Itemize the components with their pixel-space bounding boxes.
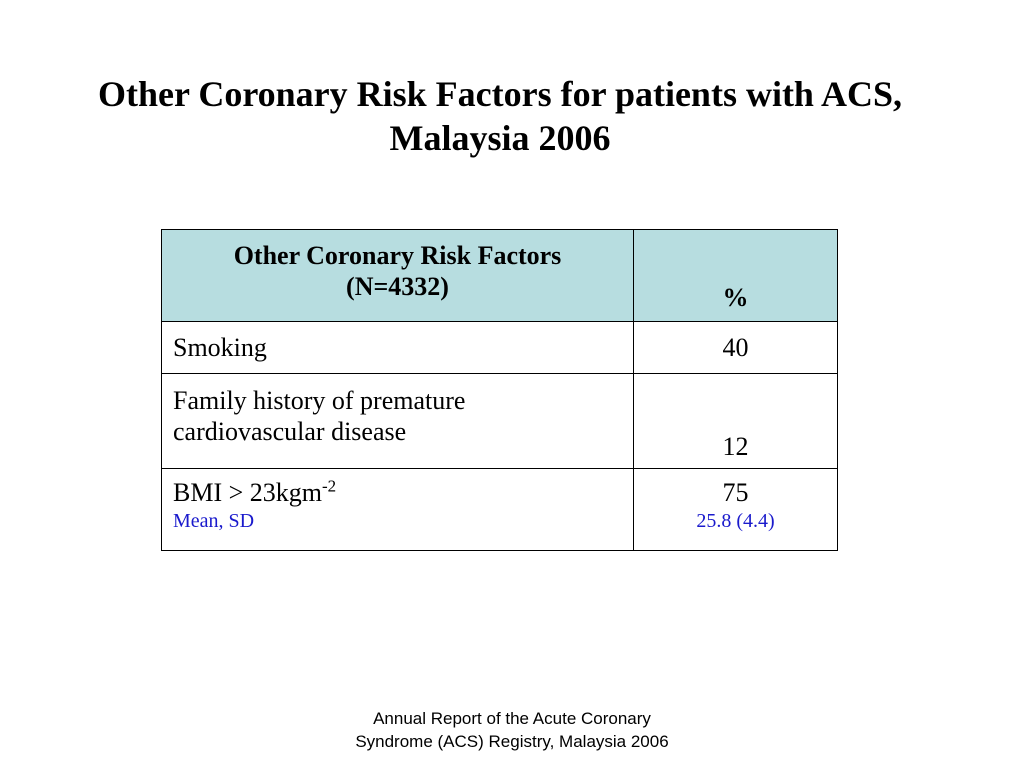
factor-cell-smoking: Smoking xyxy=(161,321,634,374)
source-footnote-line-2: Syndrome (ACS) Registry, Malaysia 2006 xyxy=(355,732,669,751)
factor-cell-family-history: Family history of premature cardiovascul… xyxy=(161,373,634,469)
source-footnote: Annual Report of the Acute Coronary Synd… xyxy=(312,707,712,753)
slide-title-line-2: Malaysia 2006 xyxy=(389,118,611,158)
factor-label-smoking: Smoking xyxy=(173,333,267,362)
table-row-bmi: BMI > 23kgm-2 Mean, SD 75 25.8 (4.4) xyxy=(161,468,838,551)
factor-cell-bmi: BMI > 23kgm-2 Mean, SD xyxy=(161,468,634,551)
value-smoking: 40 xyxy=(722,333,749,362)
value-cell-smoking: 40 xyxy=(633,321,838,374)
risk-factors-table: Other Coronary Risk Factors (N=4332) % S… xyxy=(161,229,838,551)
table-row-family-history: Family history of premature cardiovascul… xyxy=(161,373,838,469)
slide-title: Other Coronary Risk Factors for patients… xyxy=(0,72,1000,160)
value-cell-bmi: 75 25.8 (4.4) xyxy=(633,468,838,551)
factor-label-bmi-exponent: -2 xyxy=(322,476,337,496)
header-percent-cell: % xyxy=(633,229,838,322)
value-note-bmi-mean-sd: 25.8 (4.4) xyxy=(696,510,775,532)
header-percent-label: % xyxy=(722,283,749,312)
value-cell-family-history: 12 xyxy=(633,373,838,469)
factor-note-mean-sd: Mean, SD xyxy=(173,510,255,532)
factor-label-family-history-line-2: cardiovascular disease xyxy=(173,417,407,446)
table-header-row: Other Coronary Risk Factors (N=4332) % xyxy=(161,229,838,322)
header-sample-size: (N=4332) xyxy=(346,272,449,301)
factor-label-family-history-line-1: Family history of premature xyxy=(173,386,466,415)
factor-label-bmi-text: BMI > 23kgm xyxy=(173,478,323,507)
table-row-smoking: Smoking 40 xyxy=(161,321,838,374)
slide-title-line-1: Other Coronary Risk Factors for patients… xyxy=(98,74,902,114)
source-footnote-line-1: Annual Report of the Acute Coronary xyxy=(373,709,651,728)
value-bmi: 75 xyxy=(722,478,749,507)
value-family-history: 12 xyxy=(722,432,749,461)
factor-label-bmi: BMI > 23kgm-2 xyxy=(173,477,622,508)
header-factor-cell: Other Coronary Risk Factors (N=4332) xyxy=(161,229,634,322)
header-factor-label: Other Coronary Risk Factors xyxy=(233,241,562,270)
